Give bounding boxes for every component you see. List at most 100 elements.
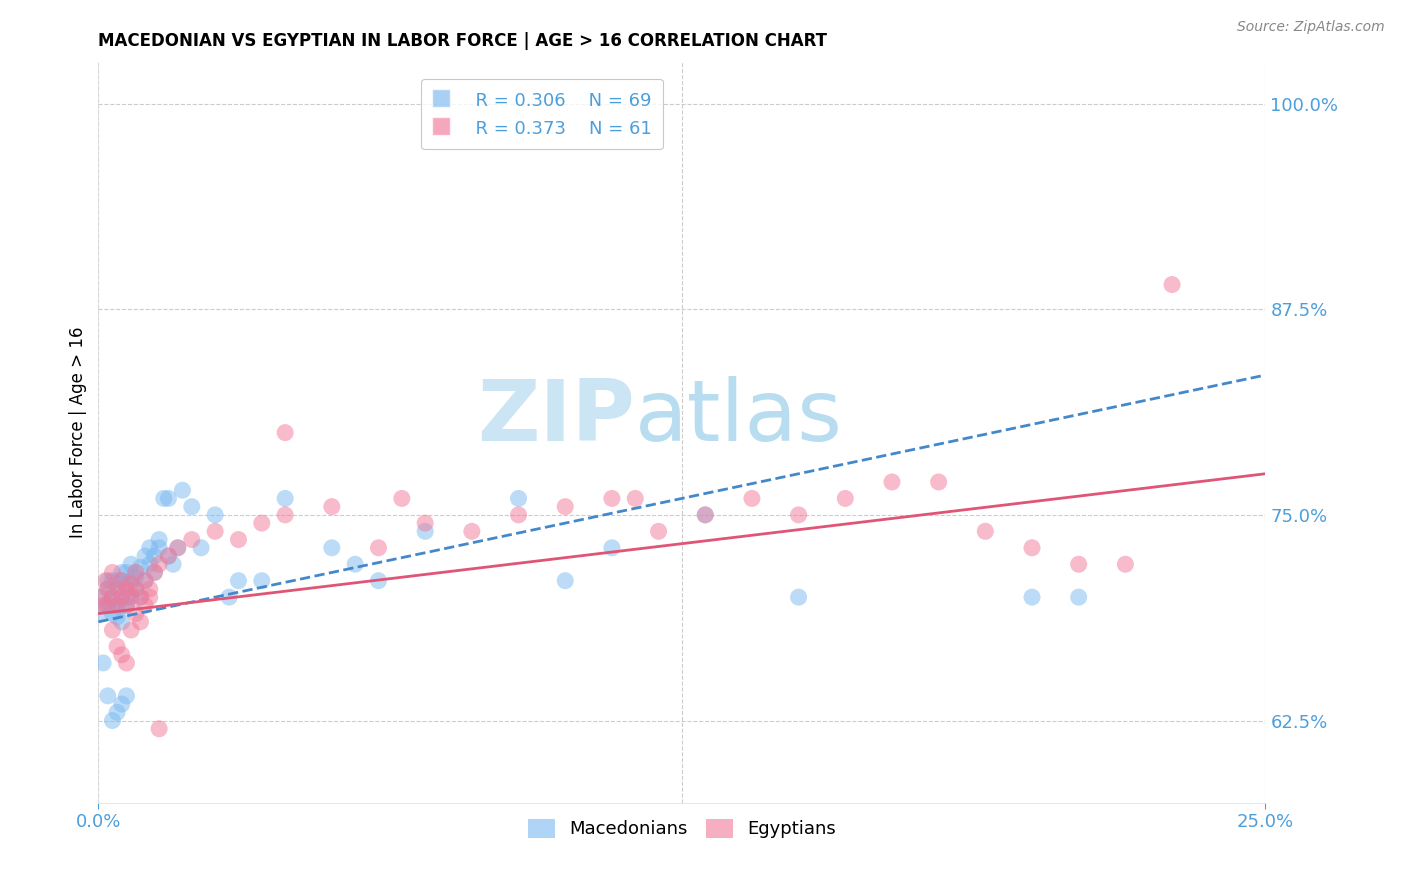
Point (115, 599, 138, 613)
Point (624, 491, 647, 506)
Point (105, 640, 128, 654)
Point (120, 590, 142, 604)
Point (157, 491, 180, 506)
Point (105, 582, 128, 596)
Point (97, 582, 120, 596)
Point (120, 574, 142, 588)
Point (1114, 558, 1136, 572)
Point (647, 524, 669, 539)
Point (91, 599, 114, 613)
Point (695, 508, 717, 522)
Point (172, 483, 194, 498)
Point (120, 590, 142, 604)
Point (105, 599, 128, 613)
Point (928, 475, 950, 489)
Point (1067, 558, 1090, 572)
Point (148, 533, 170, 547)
Point (115, 689, 138, 703)
Point (413, 524, 436, 539)
Point (180, 500, 202, 514)
Point (101, 623, 124, 637)
Point (554, 500, 576, 514)
Point (91, 590, 114, 604)
Point (125, 607, 148, 621)
Point (125, 582, 148, 596)
Point (391, 491, 413, 506)
Text: ZIP: ZIP (478, 376, 636, 459)
Point (344, 558, 367, 572)
Point (94, 599, 117, 613)
Point (508, 491, 530, 506)
Point (834, 491, 856, 506)
Point (105, 582, 128, 596)
Point (218, 590, 240, 604)
Point (1067, 590, 1090, 604)
Point (111, 574, 134, 588)
Point (741, 491, 763, 506)
Point (125, 566, 148, 580)
Point (157, 549, 180, 563)
Point (94, 574, 117, 588)
Point (134, 574, 156, 588)
Point (101, 566, 124, 580)
Point (162, 558, 184, 572)
Point (120, 623, 142, 637)
Point (180, 533, 202, 547)
Point (111, 590, 134, 604)
Point (111, 615, 134, 629)
Point (125, 582, 148, 596)
Point (787, 508, 810, 522)
Point (111, 599, 134, 613)
Text: Source: ZipAtlas.com: Source: ZipAtlas.com (1237, 20, 1385, 34)
Point (974, 524, 997, 539)
Point (97, 689, 120, 703)
Point (105, 593, 128, 607)
Point (105, 706, 128, 720)
Point (105, 574, 128, 588)
Point (125, 570, 148, 584)
Point (228, 533, 250, 547)
Point (139, 590, 162, 604)
Point (600, 491, 623, 506)
Point (90, 607, 112, 621)
Point (101, 590, 124, 604)
Point (105, 610, 128, 624)
Point (111, 590, 134, 604)
Point (115, 599, 138, 613)
Point (274, 508, 297, 522)
Point (101, 590, 124, 604)
Point (143, 566, 166, 580)
Point (554, 574, 576, 588)
Point (204, 524, 226, 539)
Point (134, 549, 156, 563)
Point (367, 541, 389, 555)
Point (139, 558, 162, 572)
Point (143, 549, 166, 563)
Point (148, 541, 170, 555)
Point (125, 566, 148, 580)
Y-axis label: In Labor Force | Age > 16: In Labor Force | Age > 16 (69, 326, 87, 539)
Point (321, 500, 343, 514)
Point (115, 590, 138, 604)
Point (97, 599, 120, 613)
Point (129, 590, 152, 604)
Point (157, 549, 180, 563)
Point (600, 541, 623, 555)
Point (101, 607, 124, 621)
Point (115, 582, 138, 596)
Point (508, 508, 530, 522)
Point (143, 566, 166, 580)
Point (97, 599, 120, 613)
Point (139, 541, 162, 555)
Point (148, 722, 170, 736)
Point (139, 582, 162, 596)
Point (461, 524, 484, 539)
Point (148, 558, 170, 572)
Point (97, 582, 120, 596)
Point (101, 599, 124, 613)
Text: atlas: atlas (636, 376, 844, 459)
Point (115, 656, 138, 670)
Point (134, 574, 156, 588)
Point (111, 566, 134, 580)
Point (91, 656, 114, 670)
